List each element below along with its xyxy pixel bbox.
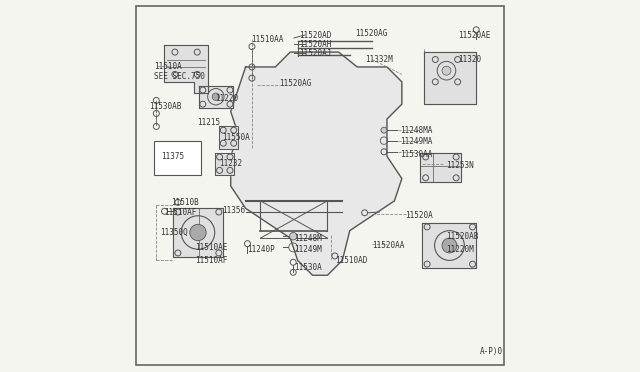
Circle shape xyxy=(289,232,297,240)
Text: 11510A: 11510A xyxy=(154,62,182,71)
Circle shape xyxy=(212,93,220,100)
Text: 11215: 11215 xyxy=(197,118,220,127)
Text: 11520AJ: 11520AJ xyxy=(300,49,332,58)
Text: A-P)0: A-P)0 xyxy=(480,347,503,356)
Polygon shape xyxy=(199,86,232,108)
Text: 11510AF: 11510AF xyxy=(164,208,197,217)
Text: 11510AD: 11510AD xyxy=(335,256,367,265)
Text: 11248MA: 11248MA xyxy=(400,126,433,135)
Circle shape xyxy=(442,66,451,75)
Text: 11249MA: 11249MA xyxy=(400,137,433,146)
Text: 11520A: 11520A xyxy=(406,211,433,220)
Text: 11253N: 11253N xyxy=(447,161,474,170)
Text: 11249M: 11249M xyxy=(294,245,322,254)
Text: 11332M: 11332M xyxy=(365,55,392,64)
Text: 11375: 11375 xyxy=(161,152,184,161)
Text: 11520AG: 11520AG xyxy=(279,79,312,88)
Text: 11510B: 11510B xyxy=(172,198,199,207)
Text: 11550A: 11550A xyxy=(223,133,250,142)
Text: 11248M: 11248M xyxy=(294,234,322,243)
Polygon shape xyxy=(231,52,402,275)
Text: 11220M: 11220M xyxy=(445,245,474,254)
Text: 11520AD: 11520AD xyxy=(300,31,332,40)
Text: 11530AB: 11530AB xyxy=(149,102,181,110)
Text: 11510AA: 11510AA xyxy=(251,35,284,44)
Text: 11520AA: 11520AA xyxy=(372,241,404,250)
Text: 11510AF: 11510AF xyxy=(195,256,228,265)
Polygon shape xyxy=(164,45,209,93)
Text: 11520AG: 11520AG xyxy=(355,29,388,38)
Circle shape xyxy=(442,238,457,253)
Text: 11520AE: 11520AE xyxy=(458,31,490,40)
Text: SEE SEC.750: SEE SEC.750 xyxy=(154,72,205,81)
Text: 11320: 11320 xyxy=(458,55,481,64)
Text: 11510AE: 11510AE xyxy=(195,243,228,252)
Text: 11232: 11232 xyxy=(219,159,242,168)
Text: 11240P: 11240P xyxy=(248,245,275,254)
Polygon shape xyxy=(219,126,238,149)
Text: 11520AH: 11520AH xyxy=(300,40,332,49)
Text: 11530AA: 11530AA xyxy=(400,150,433,159)
Text: 11520AB: 11520AB xyxy=(445,232,478,241)
Polygon shape xyxy=(424,52,476,104)
Text: 11220: 11220 xyxy=(215,94,238,103)
Text: 11350Q: 11350Q xyxy=(160,228,188,237)
Circle shape xyxy=(190,224,206,241)
Bar xyxy=(154,141,201,175)
Polygon shape xyxy=(420,153,461,182)
Polygon shape xyxy=(422,223,476,268)
Text: 11530A: 11530A xyxy=(294,263,322,272)
Circle shape xyxy=(381,127,387,133)
Text: 11356: 11356 xyxy=(223,206,246,215)
Polygon shape xyxy=(215,153,234,175)
Polygon shape xyxy=(173,208,223,257)
